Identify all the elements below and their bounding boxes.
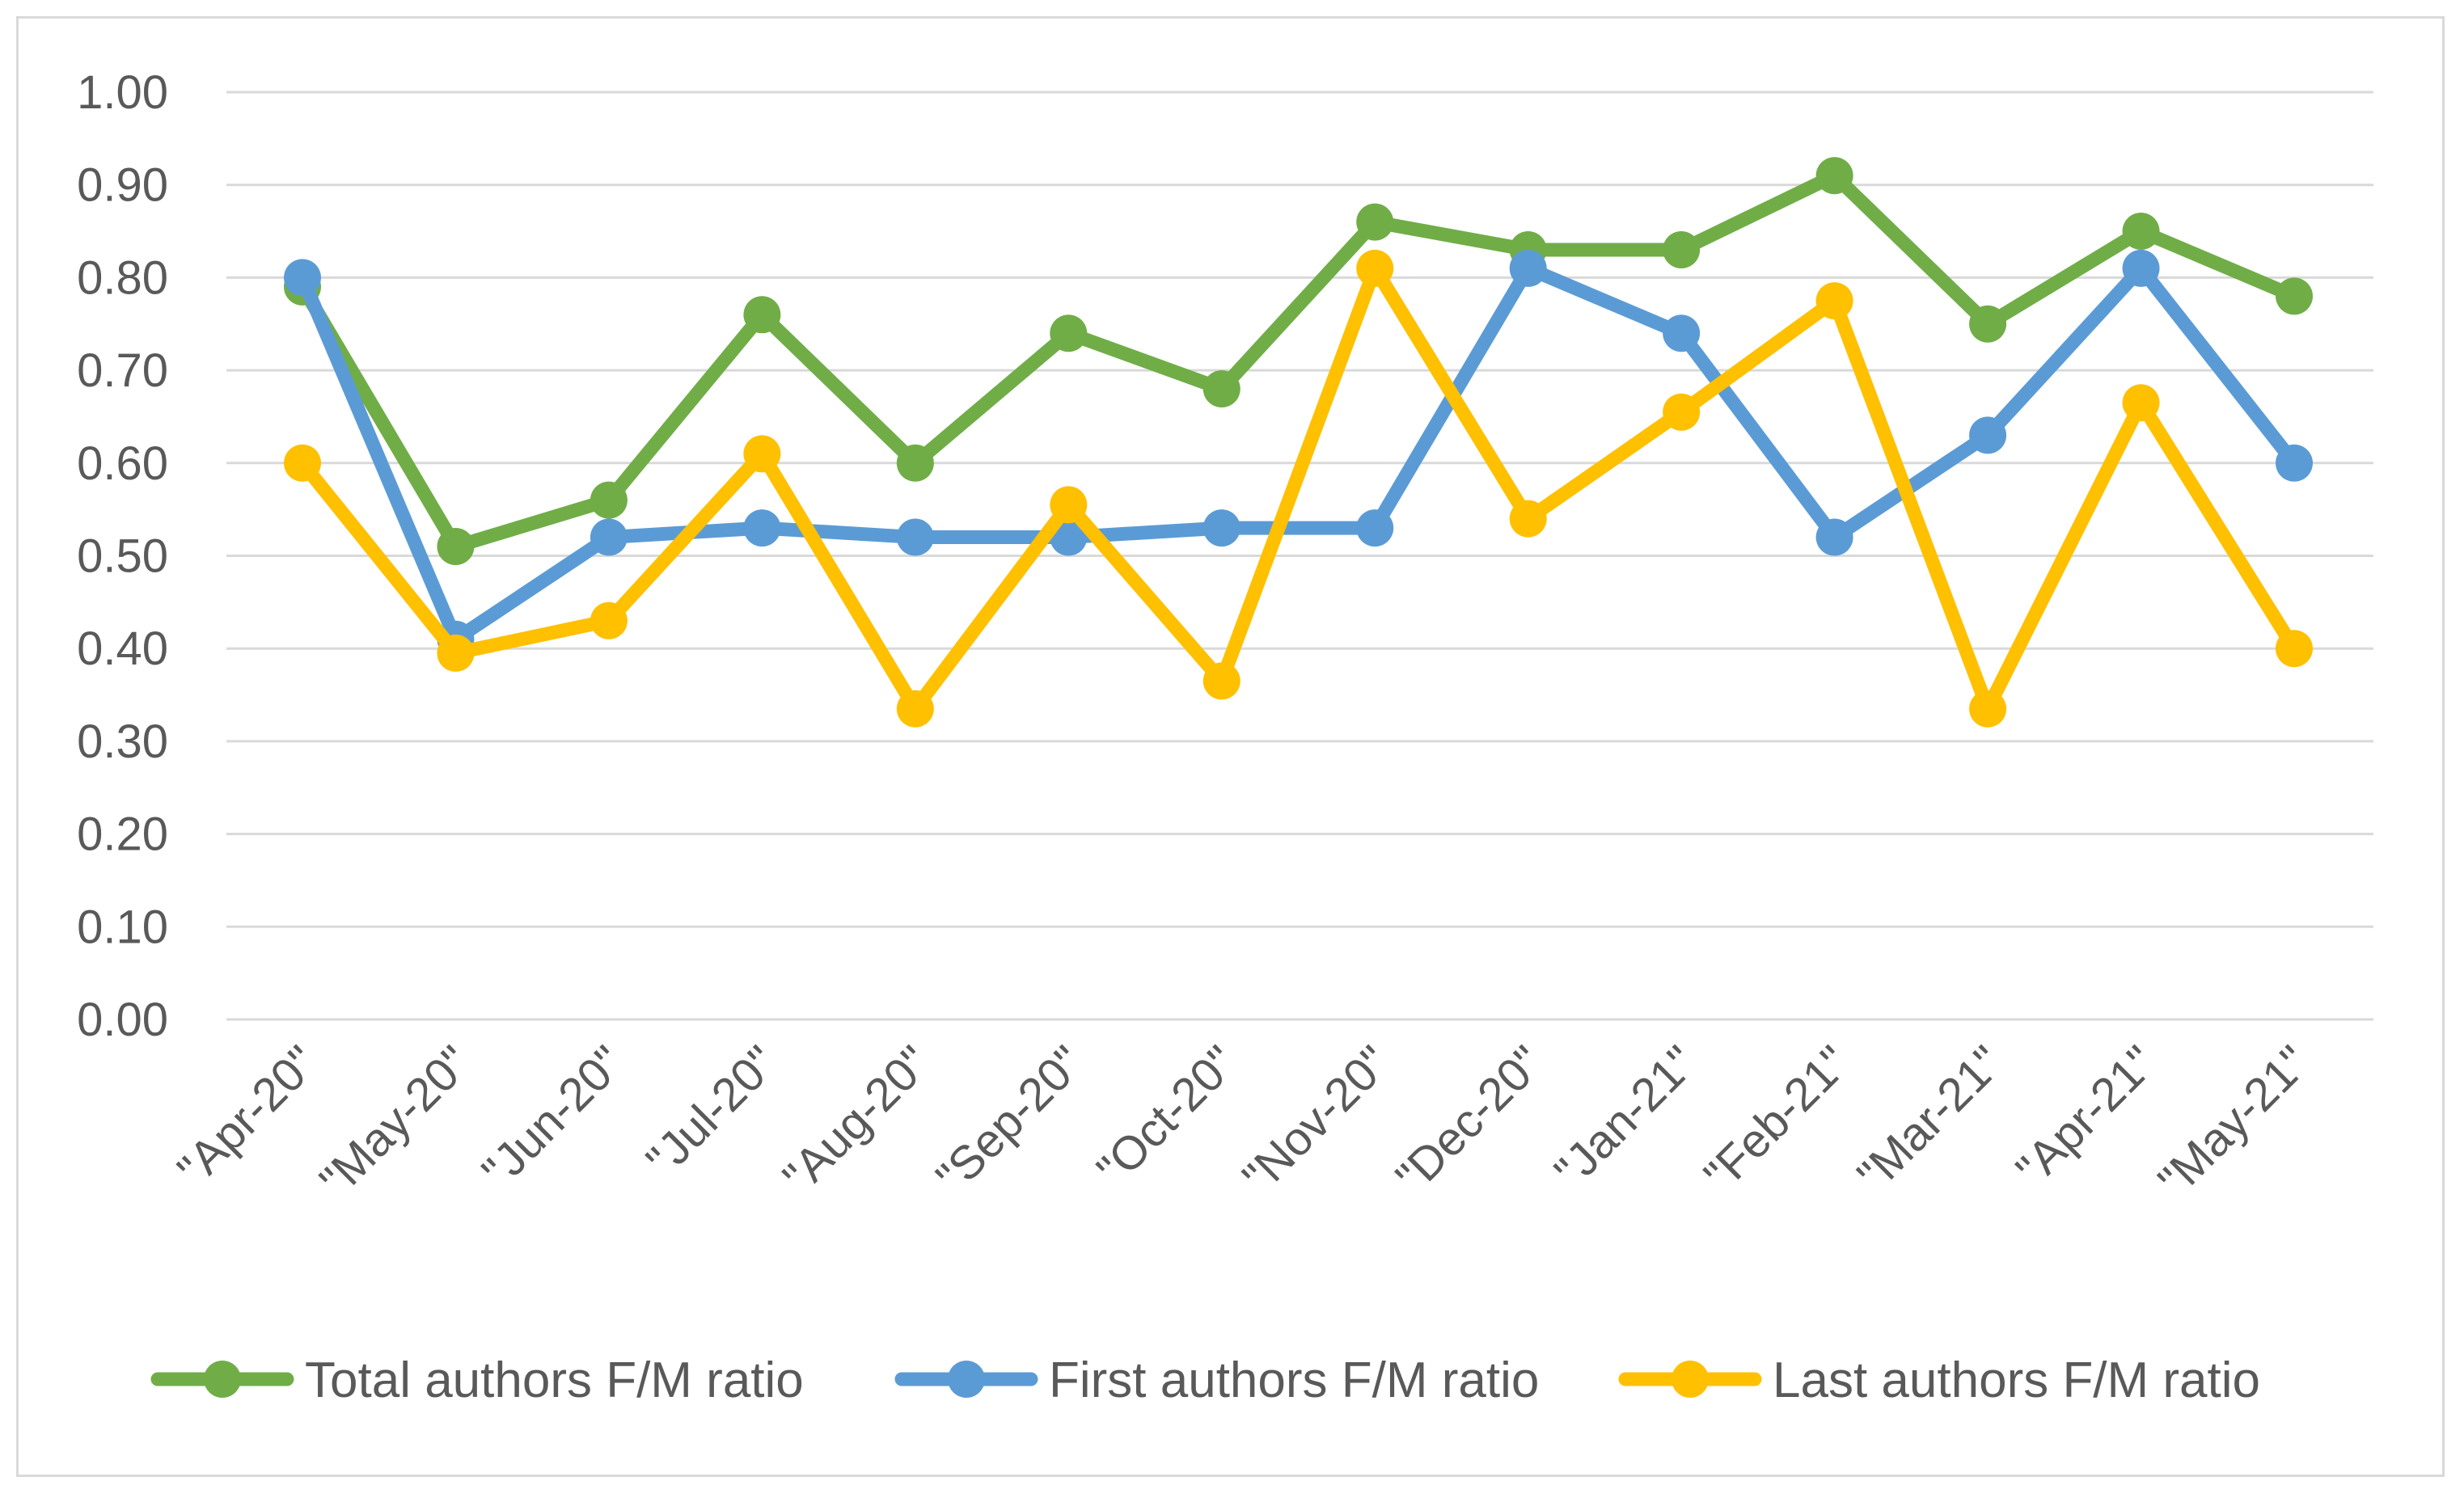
data-point [896, 690, 934, 728]
data-point [1050, 486, 1088, 524]
data-point [896, 518, 934, 556]
y-tick-label: 0.90 [77, 159, 168, 212]
data-point [743, 435, 781, 473]
data-point [1969, 690, 2007, 728]
data-point [1509, 249, 1547, 287]
x-tick-label: "Nov-20" [1232, 1036, 1400, 1203]
y-tick-label: 0.00 [77, 994, 168, 1046]
legend-label: Last authors F/M ratio [1773, 1352, 2260, 1408]
legend-label: Total authors F/M ratio [305, 1352, 804, 1408]
data-point [1969, 305, 2007, 343]
data-point [1356, 509, 1394, 547]
y-tick-label: 0.10 [77, 901, 168, 953]
legend-marker [948, 1361, 985, 1398]
series-line-2 [295, 261, 2301, 647]
series-line-3 [295, 261, 2301, 716]
data-point [743, 509, 781, 547]
y-axis-ticks: 0.00 0.10 0.20 0.30 0.40 0.50 0.60 0.70 0.80 0.90… [77, 66, 168, 1046]
data-point [1509, 500, 1547, 538]
data-point [1202, 662, 1240, 700]
data-point [896, 444, 934, 482]
data-point [2276, 277, 2313, 315]
data-point [1202, 509, 1240, 547]
x-tick-label: "Apr-21" [2006, 1036, 2166, 1196]
chart-frame [16, 16, 2445, 1477]
x-tick-label: "Jun-20" [472, 1036, 634, 1197]
data-point [1815, 282, 1853, 320]
x-tick-label: "Mar-21" [1847, 1036, 2013, 1201]
x-tick-label: "May-20" [310, 1036, 481, 1207]
x-tick-label: "Oct-20" [1087, 1036, 1247, 1196]
x-tick-label: "Aug-20" [773, 1036, 940, 1203]
data-point [1815, 518, 1853, 556]
y-tick-label: 0.40 [77, 622, 168, 675]
legend-marker [1672, 1361, 1709, 1398]
legend: Total authors F/M ratio First authors F/M… [150, 1352, 2260, 1408]
x-axis-ticks: "Apr-20""May-20""Jun-20" "Jul-20""Aug-20"… [167, 1036, 2319, 1207]
y-tick-label: 0.20 [77, 808, 168, 861]
data-point [2122, 249, 2160, 287]
data-point [284, 259, 321, 297]
x-tick-label: "Dec-20" [1386, 1036, 1553, 1203]
legend-marker [204, 1361, 241, 1398]
data-point [1969, 416, 2007, 454]
gridlines [226, 91, 2373, 1021]
data-point [2276, 444, 2313, 482]
data-point [2122, 384, 2160, 422]
data-point [284, 444, 321, 482]
data-point [590, 601, 628, 639]
y-tick-label: 0.30 [77, 715, 168, 768]
y-tick-label: 1.00 [77, 66, 168, 119]
data-point [743, 296, 781, 334]
data-point [1356, 203, 1394, 241]
series-lines [284, 157, 2313, 728]
x-tick-label: "Jan-21" [1545, 1036, 1706, 1197]
data-point [437, 634, 475, 672]
data-point [590, 518, 628, 556]
data-point [2276, 630, 2313, 668]
x-tick-label: "Sep-20" [926, 1036, 1093, 1203]
series-line-1 [295, 168, 2301, 554]
data-point [2122, 213, 2160, 251]
y-tick-label: 0.50 [77, 530, 168, 583]
data-point [437, 528, 475, 566]
data-point [1050, 314, 1088, 352]
x-tick-label: "Jul-20" [636, 1036, 788, 1187]
y-tick-label: 0.70 [77, 344, 168, 397]
data-point [1202, 370, 1240, 408]
legend-label: First authors F/M ratio [1049, 1352, 1539, 1408]
y-tick-label: 0.80 [77, 251, 168, 304]
data-point [1663, 230, 1701, 268]
x-tick-label: "Apr-20" [167, 1036, 328, 1196]
data-point [590, 481, 628, 519]
data-point [1815, 157, 1853, 195]
x-tick-label: "May-21" [2148, 1036, 2319, 1207]
data-point [1663, 314, 1701, 352]
x-tick-label: "Feb-21" [1694, 1036, 1860, 1201]
y-tick-label: 0.60 [77, 437, 168, 490]
data-point [1663, 393, 1701, 431]
data-point [1356, 249, 1394, 287]
